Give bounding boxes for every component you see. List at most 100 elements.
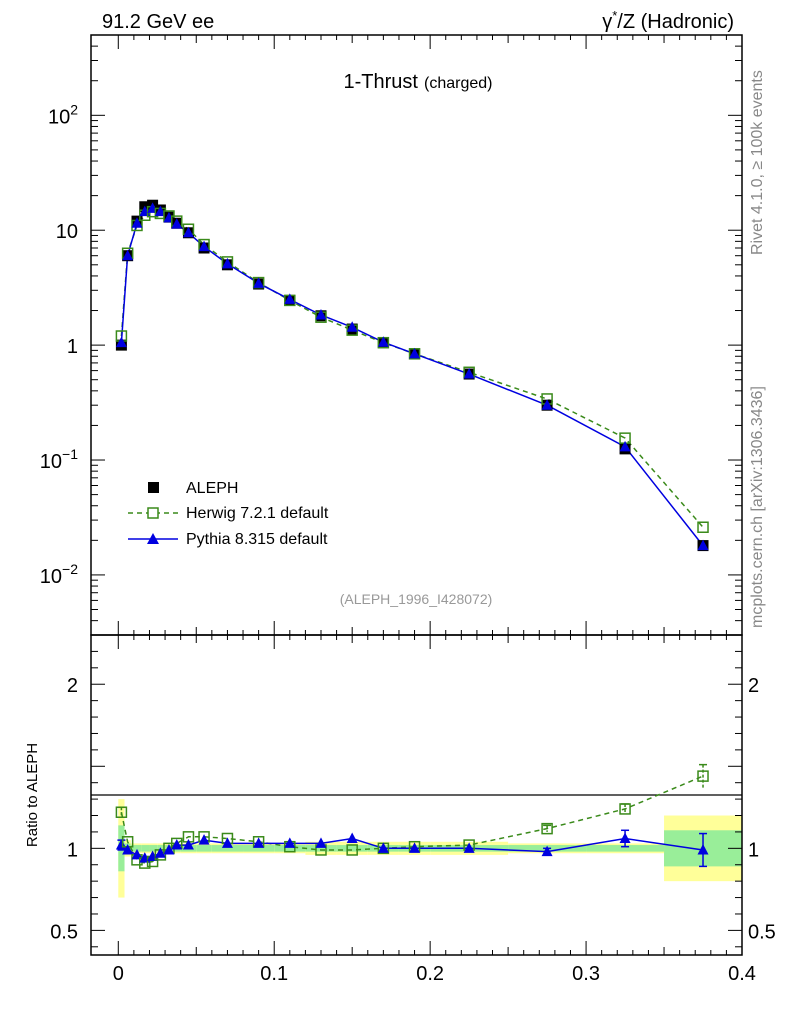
y-tick-label: 10−1 — [40, 446, 78, 473]
plot-title-sub: (charged) — [424, 75, 492, 92]
y-tick-label: 10−2 — [40, 561, 78, 588]
legend-herwig-marker — [147, 507, 159, 519]
ratio-band-stat — [196, 845, 212, 852]
ratio-pythia-point — [122, 843, 134, 855]
legend-herwig-label: Herwig 7.2.1 default — [186, 505, 329, 522]
legend: ALEPH Herwig 7.2.1 default Pythia 8.315 … — [128, 480, 329, 548]
header-right-sup: * — [612, 8, 617, 23]
pythia-point — [221, 257, 233, 269]
ratio-herwig-point — [346, 844, 358, 856]
ratio-pythia-point — [697, 843, 709, 855]
ratio-pythia-point — [377, 842, 389, 853]
x-tick-label: 0.4 — [728, 963, 756, 985]
x-tick-label: 0.1 — [260, 963, 288, 985]
ratio-pythia-point — [346, 832, 358, 843]
header-right-rest: /Z (Hadronic) — [617, 11, 734, 33]
ratio-y-tick-label-left: 1 — [67, 839, 78, 861]
ratio-y-tick-label-left: 0.5 — [50, 921, 78, 943]
ratio-herwig-point — [541, 822, 553, 835]
ratio-plot: 0.5 0.5 1 1 2 2 0 0.1 0.2 0.3 0.4 Ratio to ALEPH — [24, 634, 776, 985]
ratio-band-stat — [157, 845, 166, 852]
main-series — [115, 199, 709, 552]
pythia-point — [541, 399, 553, 410]
ratio-series — [115, 763, 709, 869]
rivet-version-label: Rivet 4.1.0, ≥ 100k events — [749, 70, 766, 255]
pythia-point — [346, 321, 358, 332]
y-tick-label-exponent: −1 — [62, 446, 78, 462]
y-tick-label: 102 — [48, 101, 78, 128]
pythia-point — [131, 217, 143, 228]
ratio-band-stat — [586, 845, 665, 852]
ratio-plot-frame — [90, 634, 743, 956]
ratio-band-stat — [274, 845, 306, 852]
legend-pythia-marker — [147, 533, 159, 544]
legend-pythia-label: Pythia 8.315 default — [186, 531, 328, 548]
pythia-point — [198, 240, 210, 252]
ratio-y-tick-label-left: 2 — [67, 675, 78, 697]
y-tick-label-base: 10 — [40, 451, 62, 473]
pythia-point — [171, 218, 183, 229]
ratio-band-stat — [211, 845, 244, 852]
mcplots-label: mcplots.cern.ch [arXiv:1306.3436] — [749, 386, 766, 628]
y-tick-label-base: 10 — [40, 566, 62, 588]
ratio-y-tick-label-right: 2 — [748, 675, 759, 697]
pythia-point — [154, 205, 166, 217]
ratio-pythia-point — [131, 848, 143, 860]
pythia-point — [409, 347, 421, 359]
header-right-symbol: γ — [602, 11, 612, 33]
ratio-band-stat — [149, 845, 158, 852]
ratio-pythia-point — [221, 837, 233, 848]
pythia-point — [463, 368, 475, 379]
pythia-point — [619, 440, 631, 452]
ratio-band-stat — [243, 845, 275, 852]
pythia-point — [182, 226, 194, 238]
x-tick-labels: 0 0.1 0.2 0.3 0.4 — [113, 963, 756, 985]
pythia-point — [122, 249, 134, 261]
ratio-herwig-point — [619, 803, 631, 815]
ratio-pythia-point — [182, 839, 194, 850]
x-tick-label: 0.3 — [572, 963, 600, 985]
y-tick-label-exponent: −2 — [62, 561, 78, 577]
ratio-band-stat — [141, 845, 150, 852]
ratio-pythia-point — [171, 839, 183, 850]
ratio-pythia-point — [315, 837, 327, 848]
pythia-point — [253, 277, 265, 288]
ratio-herwig-point — [697, 770, 709, 782]
ratio-y-tick-label-right: 0.5 — [748, 921, 776, 943]
herwig-point — [697, 521, 709, 533]
ratio-herwig-point — [115, 806, 128, 818]
legend-aleph-marker — [148, 482, 159, 493]
ratio-y-axis-label: Ratio to ALEPH — [24, 743, 41, 847]
y-tick-label-base: 10 — [48, 106, 70, 128]
ratio-pythia-point — [619, 832, 631, 843]
ratio-pythia-point — [409, 842, 421, 853]
ratio-pythia-point — [154, 847, 166, 858]
pythia-point — [284, 293, 296, 304]
ratio-pythia-point — [463, 842, 475, 853]
ratio-y-tick-label-right: 1 — [748, 839, 759, 861]
x-tick-label: 0 — [113, 963, 124, 985]
pythia-point — [697, 539, 709, 551]
plot-title: 1-Thrust (charged) — [344, 71, 493, 93]
ratio-pythia-point — [198, 834, 210, 845]
pythia-point — [115, 336, 127, 348]
pythia-point — [377, 336, 389, 347]
ratio-y-tick-labels: 0.5 0.5 1 1 2 2 — [50, 675, 776, 943]
analysis-watermark: (ALEPH_1996_I428072) — [340, 591, 493, 607]
ratio-band-stat — [130, 845, 142, 852]
y-tick-label-exponent: 2 — [70, 101, 78, 117]
pythia-point — [315, 308, 327, 320]
main-plot-ticks — [91, 34, 743, 636]
y-tick-label-base: 1 — [67, 336, 78, 358]
ratio-pythia-point — [163, 843, 175, 855]
y-tick-label: 1 — [67, 336, 78, 358]
y-tick-label-base: 10 — [56, 221, 78, 243]
ratio-plot-ticks — [91, 635, 743, 955]
plot-title-main: 1-Thrust — [344, 71, 419, 93]
ratio-band-stat — [336, 845, 368, 852]
ratio-band-stat — [305, 845, 337, 852]
header-left: 91.2 GeV ee — [102, 11, 214, 33]
